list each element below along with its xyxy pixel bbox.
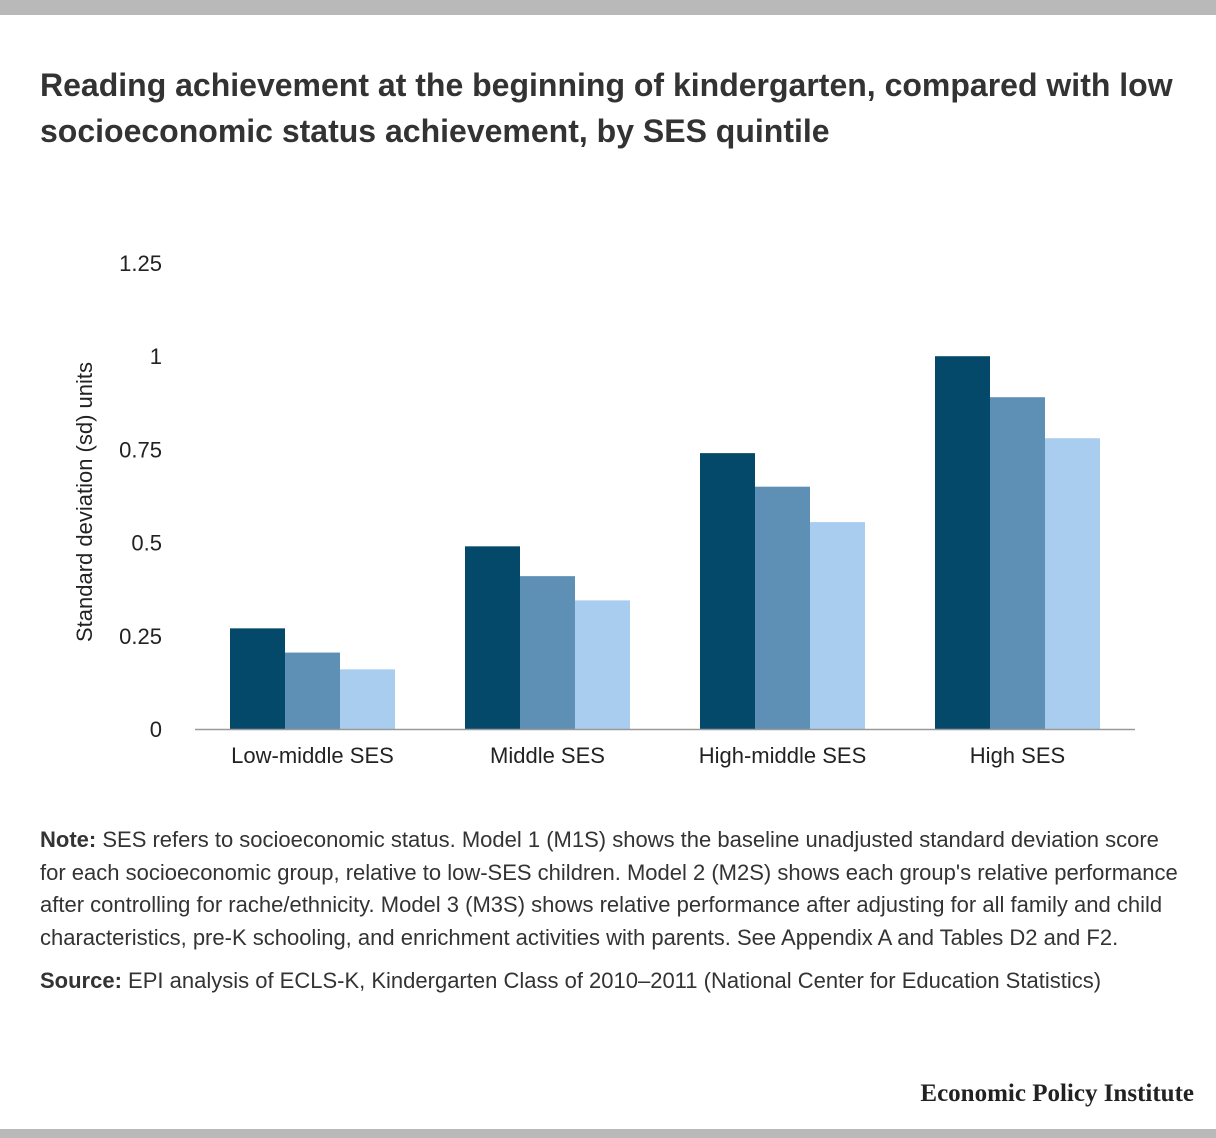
x-tick-label: Low-middle SES [231, 743, 394, 768]
bar [465, 546, 520, 729]
y-tick-label: 0.75 [119, 437, 162, 462]
source-label: Source: [40, 968, 122, 993]
x-tick-label: Middle SES [490, 743, 605, 768]
bar [520, 576, 575, 729]
note: Note: SES refers to socioeconomic status… [40, 824, 1190, 954]
bar [230, 628, 285, 729]
bottom-border [0, 1129, 1216, 1138]
top-border [0, 0, 1216, 15]
y-axis-label: Standard deviation (sd) units [72, 362, 97, 642]
chart-title: Reading achievement at the beginning of … [40, 67, 1173, 149]
bar [755, 486, 810, 729]
brand-logo: Economic Policy Institute [920, 1080, 1194, 1107]
y-tick-label: 1 [150, 344, 162, 369]
y-tick-label: 0.5 [131, 531, 162, 556]
bar [575, 600, 630, 729]
source: Source: EPI analysis of ECLS-K, Kinderga… [40, 965, 1190, 998]
note-label: Note: [40, 827, 97, 852]
bar-chart: 0 0.25 0.5 0.75 1 1.25 Standard deviation (sd)… [72, 251, 1135, 768]
bar [700, 453, 755, 729]
y-tick-label: 0.25 [119, 624, 162, 649]
notes-section: Note: SES refers to socioeconomic status… [40, 824, 1190, 998]
source-text: EPI analysis of ECLS-K, Kindergarten Cla… [128, 968, 1102, 993]
y-tick-label: 1.25 [119, 251, 162, 276]
bar [340, 669, 395, 729]
y-tick-label: 0 [150, 717, 162, 742]
bar [285, 652, 340, 729]
bar [935, 356, 990, 729]
bar [810, 522, 865, 729]
x-tick-label: High SES [970, 743, 1065, 768]
bar [1045, 438, 1100, 729]
bar [990, 397, 1045, 729]
x-tick-label: High-middle SES [699, 743, 867, 768]
note-text: SES refers to socioeconomic status. Mode… [40, 827, 1178, 950]
